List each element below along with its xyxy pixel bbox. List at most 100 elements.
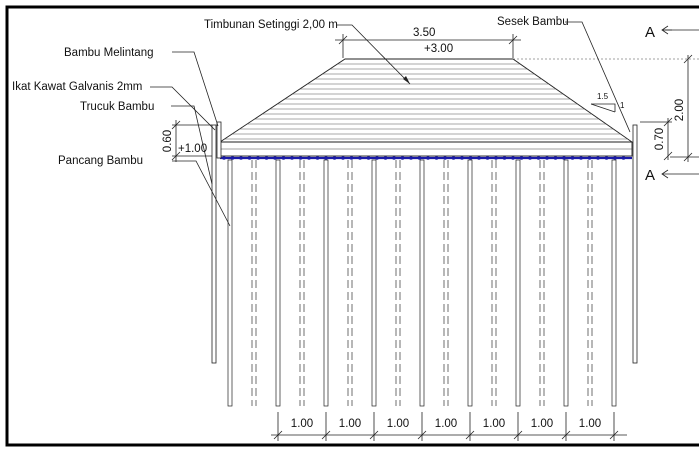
wire-tie (264, 156, 269, 160)
embankment-fill (218, 58, 634, 160)
bamboo-piles (227, 159, 617, 407)
left-edge-stake (211, 124, 217, 364)
wire-tie (511, 156, 515, 160)
dim-spacing: 1.00 (339, 418, 361, 430)
dim-top-width: 3.50 (413, 27, 435, 39)
wire-tie (494, 156, 498, 160)
section-mark-a-bottom: A (645, 167, 655, 184)
wire-tie (519, 156, 524, 160)
bamboo-pile (323, 159, 329, 407)
label-pancang-bambu: Pancang Bambu (58, 155, 143, 167)
wire-tie (553, 156, 558, 160)
slope-rise: 1 (620, 101, 625, 110)
dim-spacing: 1.00 (291, 418, 313, 430)
embankment-hatch-lines (224, 63, 628, 140)
wire-tie (596, 156, 600, 160)
bamboo-pile (371, 159, 377, 407)
wire-tie (392, 156, 396, 160)
wire-tie (222, 156, 226, 160)
wire-tie (358, 156, 362, 160)
left-height-dimension: 0.60 +1.00 (162, 120, 212, 162)
wire-tie (485, 156, 490, 160)
dim-spacing: 1.00 (387, 418, 409, 430)
spacing-tick (465, 430, 475, 440)
wire-tie (239, 156, 243, 160)
wire-tie (545, 156, 549, 160)
wire-tie (366, 156, 371, 160)
wire-tie (256, 156, 260, 160)
wire-tie (562, 156, 566, 160)
dim-spacing: 1.00 (531, 418, 553, 430)
wire-tie (400, 156, 405, 160)
drawing-frame (5, 5, 699, 447)
wire-tie (349, 156, 354, 160)
wire-tie (451, 156, 456, 160)
section-marker-bottom: A (645, 167, 699, 184)
bamboo-pile (611, 159, 617, 407)
wire-tie (434, 156, 439, 160)
bamboo-pile (563, 159, 569, 407)
level-base: +1.00 (178, 143, 207, 155)
wire-tie (426, 156, 430, 160)
wire-tie (332, 156, 337, 160)
top-width-dimension: 3.50 +3.00 (335, 27, 521, 58)
wire-tie (579, 156, 583, 160)
wire-tie (409, 156, 413, 160)
wire-tie (460, 156, 464, 160)
label-trucuk-bambu: Trucuk Bambu (80, 101, 154, 113)
spacing-tick (609, 430, 619, 440)
embankment-outline (218, 58, 634, 143)
wire-tie (290, 156, 294, 160)
wire-tie (315, 156, 320, 160)
wire-tie (528, 156, 532, 160)
wire-tie (324, 156, 328, 160)
left-bamboo-bundle (216, 121, 222, 159)
wire-tie (536, 156, 541, 160)
spacing-tick (321, 430, 331, 440)
wire-tie (281, 156, 286, 160)
dim-height-total: 2.00 (674, 99, 686, 121)
section-marker-top: A (645, 24, 699, 41)
pile-spacing-dimensions: 1.00 1.00 1.00 1.00 1.00 1.00 1.00 (271, 412, 627, 441)
dim-height-trucuk: 0.70 (654, 128, 666, 150)
wire-tie (230, 156, 235, 160)
section-mark-a-top: A (645, 24, 655, 41)
spacing-tick (513, 430, 523, 440)
wire-tie (613, 156, 617, 160)
wire-tie (273, 156, 277, 160)
bamboo-pile (419, 159, 425, 407)
right-height-dimensions: 2.00 0.70 (513, 54, 699, 162)
annotation-leaders: Timbunan Setinggi 2,00 m Sesek Bambu Bam… (12, 16, 631, 227)
wire-tie (604, 156, 609, 160)
spacing-tick (417, 430, 427, 440)
label-timbunan: Timbunan Setinggi 2,00 m (204, 19, 338, 31)
wire-tie (477, 156, 481, 160)
dim-spacing: 1.00 (435, 418, 457, 430)
wire-tie (468, 156, 473, 160)
wire-tie (307, 156, 311, 160)
label-bambu-melintang: Bambu Melintang (64, 47, 154, 59)
wire-tie (341, 156, 345, 160)
level-top: +3.00 (424, 43, 453, 55)
wire-tie (247, 156, 252, 160)
wire-tie (502, 156, 507, 160)
wire-ties (222, 156, 626, 160)
wire-tie (570, 156, 575, 160)
spacing-tick (561, 430, 571, 440)
bamboo-pile (467, 159, 473, 407)
slope-indicator: 1.5 1 (590, 92, 625, 113)
bamboo-pile (275, 159, 281, 407)
dim-height-left: 0.60 (162, 130, 174, 152)
label-ikat-kawat: Ikat Kawat Galvanis 2mm (12, 81, 142, 93)
wire-tie (443, 156, 447, 160)
dim-spacing: 1.00 (579, 418, 601, 430)
wire-tie (298, 156, 303, 160)
wire-tie (375, 156, 379, 160)
wire-tie (383, 156, 388, 160)
bamboo-pile (515, 159, 521, 407)
right-edge-stake (632, 124, 638, 364)
dim-spacing: 1.00 (483, 418, 505, 430)
wire-tie (621, 156, 626, 160)
wire-tie (417, 156, 422, 160)
